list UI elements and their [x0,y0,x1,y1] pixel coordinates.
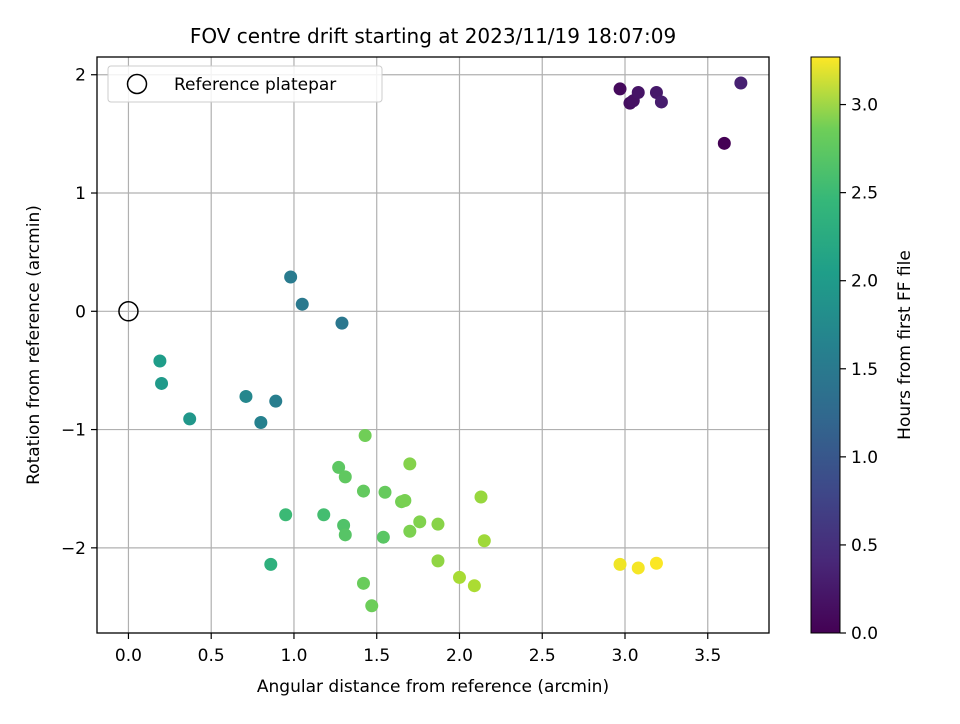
colorbar: 0.0 0.5 1.0 1.5 2.0 2.5 3.0 Hours from first F… [810,56,915,644]
data-point [717,136,731,150]
data-point [378,485,392,499]
data-point [376,530,390,544]
data-point [295,297,309,311]
data-point [649,556,663,570]
colorbar-tick-label: 1.5 [851,360,878,380]
plot-frame [96,56,770,634]
data-point [403,524,417,538]
y-tick-label: 0 [75,302,86,322]
data-point [183,412,197,426]
data-point [155,376,169,390]
colorbar-tick-label: 1.0 [851,448,878,468]
legend-box [107,65,383,103]
data-point [734,76,748,90]
data-point [254,415,268,429]
x-axis-label: Angular distance from reference (arcmin) [257,677,609,697]
data-point [474,490,488,504]
data-point [358,428,372,442]
x-tick-label: 0.0 [115,646,142,666]
legend: Reference platepar [107,65,383,103]
colorbar-label: Hours from first FF file [895,250,915,440]
x-tick-label: 3.0 [611,646,638,666]
data-point [452,570,466,584]
data-point [338,528,352,542]
colorbar-tick-label: 2.0 [851,272,878,292]
x-tick-label: 0.5 [198,646,225,666]
x-tick-label: 2.5 [529,646,556,666]
data-point [269,394,283,408]
colorbar-tick-label: 0.5 [851,536,878,556]
colorbar-tick-label: 2.5 [851,184,878,204]
data-point [356,484,370,498]
data-points [153,76,748,613]
y-tick-label: −2 [61,539,86,559]
x-tick-label: 1.5 [363,646,390,666]
data-point [317,508,331,522]
y-tick-label: −1 [61,421,86,441]
data-point [332,460,346,474]
colorbar-tick-label: 0.0 [851,624,878,644]
data-point [365,599,379,613]
data-point [284,270,298,284]
data-point [654,95,668,109]
data-point [403,457,417,471]
y-axis-label: Rotation from reference (arcmin) [24,205,44,485]
data-point [477,534,491,548]
colorbar-tick-label: 3.0 [851,96,878,116]
chart-title: FOV centre drift starting at 2023/11/19 … [190,24,676,48]
data-point [356,576,370,590]
data-point [413,515,427,529]
x-tick-label: 3.5 [694,646,721,666]
x-tick-label: 1.0 [280,646,307,666]
data-point [431,554,445,568]
data-point [239,389,253,403]
colorbar-ticks: 0.0 0.5 1.0 1.5 2.0 2.5 3.0 [840,96,878,644]
y-axis-ticks: −2 −1 0 1 2 [61,66,97,559]
colorbar-gradient [810,56,841,634]
legend-label-reference: Reference platepar [174,75,336,95]
data-point [338,470,352,484]
data-point [279,508,293,522]
data-point [467,579,481,593]
data-point [335,316,349,330]
reference-marker [118,301,139,322]
data-point [431,517,445,531]
x-tick-label: 2.0 [446,646,473,666]
data-point [613,82,627,96]
reference-point [118,301,139,322]
data-point [631,85,645,99]
y-tick-label: 2 [75,66,86,86]
data-point [153,354,167,368]
y-tick-label: 1 [75,184,86,204]
data-point [631,561,645,575]
data-point [264,557,278,571]
x-axis-ticks: 0.0 0.5 1.0 1.5 2.0 2.5 3.0 3.5 [115,633,721,666]
legend-marker-reference [126,73,148,95]
grid [97,57,769,633]
data-point [613,557,627,571]
data-point [398,494,412,508]
